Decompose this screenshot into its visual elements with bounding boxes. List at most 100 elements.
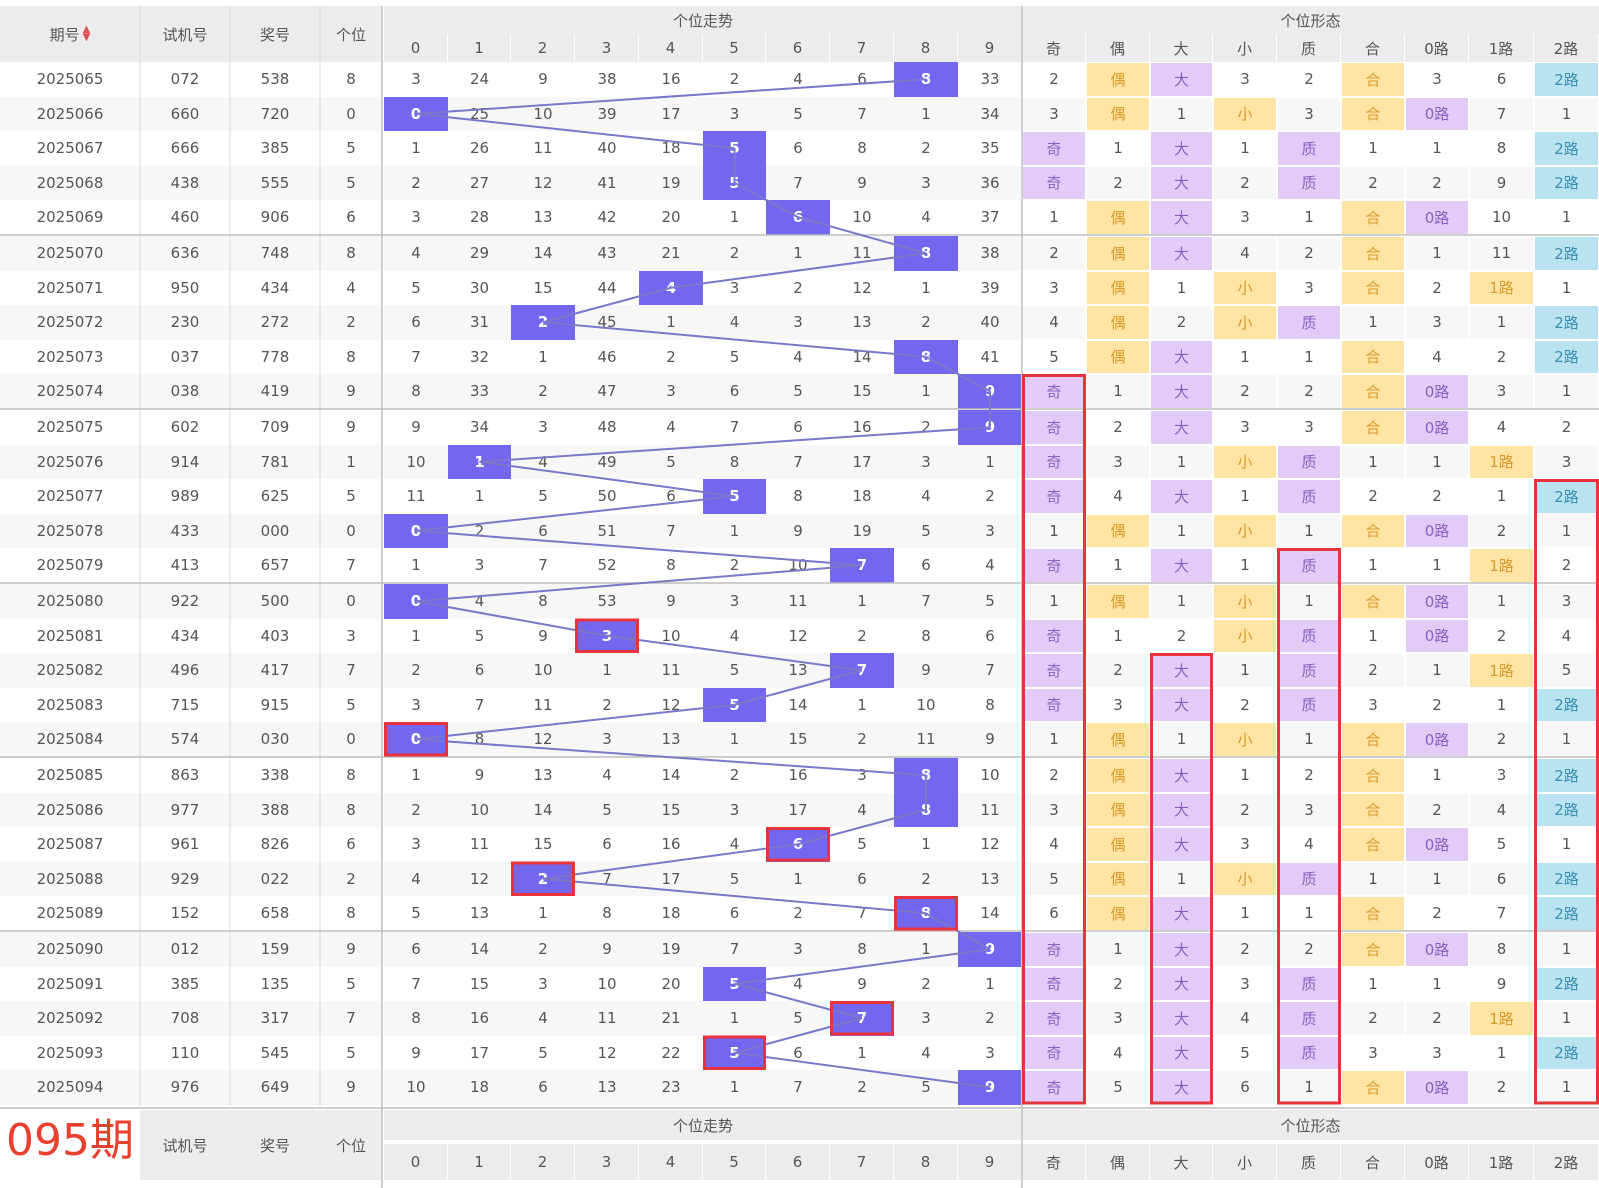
trend-cell: 19 [830, 513, 894, 548]
trend-cell: 5 [448, 618, 511, 653]
form-cell: 3 [1406, 63, 1468, 96]
row-period: 2025094 [0, 1070, 140, 1105]
trend-cell: 11 [511, 131, 575, 166]
form-cell: 奇 [1023, 132, 1085, 165]
trend-cell: 9 [511, 618, 575, 653]
form-cell: 3 [1278, 271, 1340, 304]
row-digit: 0 [320, 584, 382, 619]
trend-cell: 6 [703, 896, 766, 931]
row-digit: 7 [320, 1001, 382, 1036]
form-cell: 1 [1151, 445, 1212, 478]
footer-digit-0: 0 [384, 1144, 448, 1180]
row-digit: 7 [320, 653, 382, 688]
form-cell: 奇 [1023, 1071, 1085, 1104]
trend-cell: 46 [575, 339, 639, 374]
trend-cell: 13 [448, 896, 511, 931]
trend-cell: 1 [830, 687, 894, 722]
trend-cell: 17 [639, 96, 703, 131]
form-cell: 偶 [1087, 340, 1149, 373]
form-cell: 质 [1278, 688, 1340, 721]
trend-cell: 30 [448, 270, 511, 305]
row-digit: 5 [320, 479, 382, 514]
row-digit: 5 [320, 687, 382, 722]
trend-cell: 3 [958, 513, 1022, 548]
sort-icon[interactable]: ▲ ▼ [82, 24, 91, 43]
footer-digit-2: 2 [511, 1144, 575, 1180]
row-award: 338 [230, 758, 320, 793]
form-cell: 1路 [1470, 445, 1533, 478]
form-cell: 1 [1278, 514, 1340, 547]
form-cell: 偶 [1087, 97, 1149, 130]
form-cell: 1 [1535, 514, 1598, 547]
trend-cell: 2 [448, 513, 511, 548]
trend-cell: 4 [894, 1035, 958, 1070]
trend-cell: 38 [958, 236, 1022, 271]
period-label: 期号 [49, 25, 80, 44]
trend-hit-ball: 5 [703, 479, 766, 514]
trend-cell: 6 [575, 827, 639, 862]
trend-hit-ball: 2 [511, 305, 575, 340]
form-cell: 1 [1151, 97, 1212, 130]
row-period: 2025072 [0, 305, 140, 340]
trend-cell: 6 [639, 479, 703, 514]
trend-hit-ball: 7 [830, 653, 894, 688]
form-cell: 偶 [1087, 237, 1149, 270]
trend-cell: 1 [894, 270, 958, 305]
header-digit-1: 1 [448, 34, 511, 62]
form-cell: 质 [1278, 1036, 1340, 1069]
form-cell: 2 [1470, 619, 1533, 652]
header-period[interactable]: 期号 ▲ ▼ [0, 6, 140, 62]
trend-cell: 2 [830, 1070, 894, 1105]
form-cell: 质 [1278, 654, 1340, 687]
trend-cell: 9 [830, 966, 894, 1001]
trend-cell: 1 [511, 896, 575, 931]
form-cell: 2 [1278, 933, 1340, 966]
row-trial: 012 [140, 932, 230, 967]
trend-cell: 3 [703, 584, 766, 619]
trend-cell: 2 [894, 305, 958, 340]
form-cell: 大 [1151, 1002, 1212, 1035]
trend-hit-ball: 8 [894, 896, 958, 931]
form-cell: 11 [1470, 237, 1533, 270]
trend-cell: 9 [384, 1035, 448, 1070]
header-digit-7: 7 [830, 34, 894, 62]
form-cell: 大 [1151, 759, 1212, 792]
trend-cell: 9 [830, 165, 894, 200]
trend-cell: 14 [639, 758, 703, 793]
trend-cell: 10 [766, 548, 830, 583]
trend-hit-ball: 9 [958, 374, 1022, 409]
trend-cell: 1 [384, 548, 448, 583]
row-period: 2025089 [0, 896, 140, 931]
form-cell: 1 [1342, 549, 1404, 582]
row-period: 2025093 [0, 1035, 140, 1070]
footer-form-4: 质 [1277, 1144, 1341, 1180]
trend-hit-ball: 3 [575, 618, 639, 653]
row-period: 2025086 [0, 792, 140, 827]
trend-cell: 3 [830, 758, 894, 793]
trend-cell: 1 [511, 339, 575, 374]
form-cell: 1 [1342, 132, 1404, 165]
trend-cell: 4 [958, 548, 1022, 583]
form-cell: 1 [1278, 201, 1340, 234]
form-cell: 0路 [1406, 933, 1468, 966]
form-cell: 偶 [1087, 63, 1149, 96]
form-cell: 3 [1214, 828, 1276, 861]
footer-form-7: 1路 [1469, 1144, 1534, 1180]
trend-hit-ball: 2 [511, 861, 575, 896]
footer-digit-1: 1 [448, 1144, 511, 1180]
row-digit: 1 [320, 444, 382, 479]
form-cell: 2 [1278, 237, 1340, 270]
trend-cell: 10 [511, 96, 575, 131]
header-form-6: 0路 [1405, 34, 1469, 62]
form-cell: 1 [1023, 201, 1085, 234]
footer-form-2: 大 [1150, 1144, 1213, 1180]
row-award: 419 [230, 374, 320, 409]
trend-cell: 4 [703, 827, 766, 862]
header-digit: 个位 [320, 6, 382, 62]
trend-hit-ball: 0 [384, 96, 448, 131]
trend-cell: 4 [894, 200, 958, 235]
row-award: 317 [230, 1001, 320, 1036]
form-cell: 大 [1151, 933, 1212, 966]
trend-hit-ball: 5 [703, 1035, 766, 1070]
form-cell: 3 [1342, 1036, 1404, 1069]
